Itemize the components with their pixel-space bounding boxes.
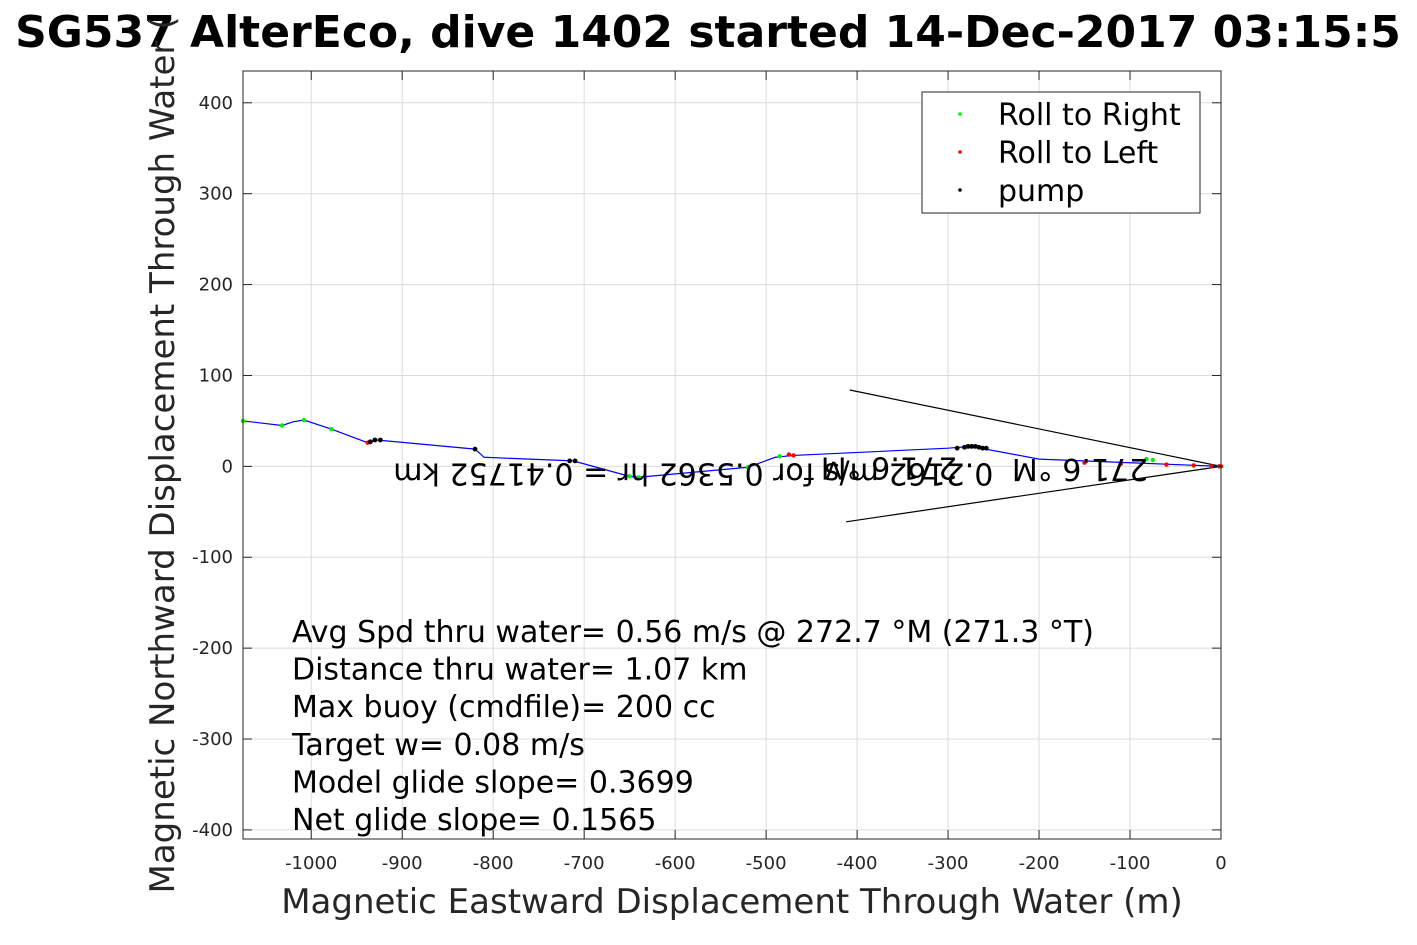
pump-point [377, 437, 383, 443]
current-wedge-upper-line [849, 389, 1222, 467]
legend-label: pump [998, 174, 1084, 209]
y-tick-label: -200 [192, 638, 233, 659]
annotation-line: Avg Spd thru water= 0.56 m/s @ 272.7 °M … [292, 615, 1094, 650]
mirrored-label: 271.6 °M [821, 449, 957, 484]
x-tick-label: -100 [1110, 853, 1151, 874]
pump-point [980, 445, 986, 451]
roll-right-point [745, 465, 751, 470]
legend-label: Roll to Left [998, 136, 1158, 171]
x-tick-label: -600 [655, 853, 696, 874]
y-tick-label: 100 [199, 365, 233, 386]
y-tick-label: 200 [199, 275, 233, 296]
legend-box [921, 91, 1201, 214]
roll-right-point [627, 474, 632, 479]
pump-point [983, 445, 989, 451]
roll-left-point [1164, 462, 1169, 467]
series-layer: 0.2162 m/s for 0.5362 hr = 0.41752 km271… [240, 389, 1224, 523]
chart-title: SG537 AlterEco, dive 1402 started 14-Dec… [15, 7, 1401, 58]
x-axis-label: Magnetic Eastward Displacement Through W… [281, 882, 1183, 922]
roll-left-point [1191, 463, 1196, 468]
roll-right-point [279, 423, 285, 428]
pump-point [954, 445, 960, 451]
pump-point [962, 444, 967, 450]
annotation-block: Avg Spd thru water= 0.56 m/s @ 272.7 °M … [291, 615, 1094, 838]
pump-point [367, 439, 373, 445]
roll-left-point [1082, 460, 1087, 465]
pump-point [372, 437, 378, 443]
roll-left-point [1118, 461, 1124, 466]
y-tick-label: -100 [192, 547, 233, 568]
x-tick-label: -1000 [285, 853, 337, 874]
x-tick-label: -800 [473, 853, 514, 874]
pump-point [567, 458, 573, 464]
roll-right-point [329, 426, 334, 432]
roll-left-point [1209, 464, 1215, 469]
roll-right-point [301, 417, 307, 423]
roll-right-point [1144, 456, 1149, 462]
x-tick-label: -200 [1019, 853, 1060, 874]
pump-point [965, 443, 971, 449]
y-axis-label: Magnetic Northward Displacement Through … [143, 17, 183, 894]
x-tick-label: -300 [928, 853, 969, 874]
x-tick-label: -900 [382, 853, 423, 874]
x-tick-label: 0 [1215, 853, 1226, 874]
pump-point [472, 446, 478, 452]
x-tick-label: -500 [746, 853, 787, 874]
annotation-line: Model glide slope= 0.3699 [292, 765, 694, 800]
grid [243, 71, 1222, 839]
roll-right-point [1150, 457, 1155, 463]
pump-point [969, 443, 975, 449]
roll-left-point [786, 452, 792, 457]
annotation-line: Net glide slope= 0.1565 [292, 803, 656, 838]
pump-point [572, 458, 578, 464]
mirrored-label: 271.6 °M [1012, 451, 1148, 486]
y-tick-label: 400 [199, 93, 233, 114]
mirrored-label: 0.2162 m/s for 0.5362 hr = 0.41752 km [393, 456, 993, 491]
roll-right-point [777, 454, 782, 459]
legend-marker [958, 150, 962, 154]
tick-layer: -1000 -900 -800 -700 -600 -500 -400 -300 -200 -10… [192, 71, 1227, 874]
roll-left-point [791, 453, 796, 458]
legend-label: Roll to Right [998, 98, 1181, 133]
y-tick-label: 300 [199, 184, 233, 205]
roll-right-point [636, 475, 641, 480]
annotation-line: Target w= 0.08 m/s [291, 728, 585, 763]
legend-marker [958, 112, 962, 116]
axes-box [242, 70, 1222, 840]
current-wedge-lower-line [846, 465, 1222, 523]
x-tick-label: -400 [837, 853, 878, 874]
pump-point [972, 443, 978, 449]
y-tick-label: 0 [222, 456, 233, 477]
pump-point [976, 444, 982, 450]
y-tick-label: -300 [192, 729, 233, 750]
legend-marker [958, 188, 962, 192]
annotation-line: Max buoy (cmdfile)= 200 cc [292, 690, 716, 725]
x-tick-label: -700 [564, 853, 605, 874]
annotation-line: Distance thru water= 1.07 km [292, 653, 747, 688]
y-tick-label: -400 [192, 820, 233, 841]
